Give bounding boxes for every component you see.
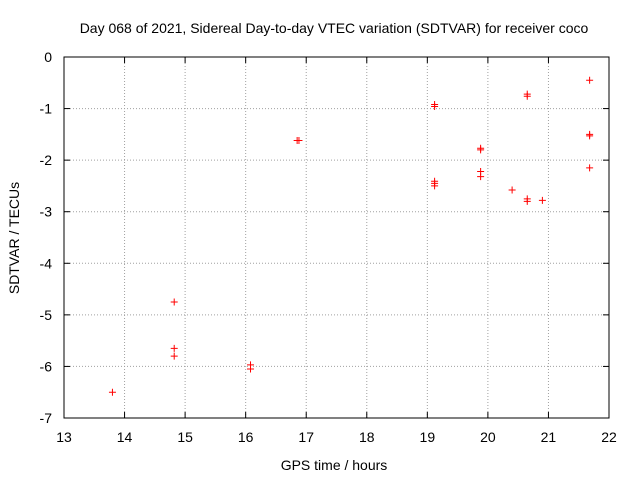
data-point	[586, 76, 594, 84]
y-tick-label: -3	[40, 204, 53, 220]
data-point	[108, 388, 116, 396]
data-points	[108, 76, 594, 396]
data-point	[508, 186, 516, 194]
y-tick-label: -5	[40, 307, 53, 323]
x-tick-label: 21	[541, 429, 557, 445]
y-tick-label: -4	[40, 255, 53, 271]
data-point	[247, 365, 255, 373]
y-tick-label: -2	[40, 152, 53, 168]
data-point	[170, 352, 178, 360]
data-point	[295, 137, 303, 145]
x-tick-label: 13	[56, 429, 72, 445]
data-point	[538, 196, 546, 204]
y-tick-label: -6	[40, 358, 53, 374]
chart-title: Day 068 of 2021, Sidereal Day-to-day VTE…	[80, 20, 589, 36]
data-point	[477, 173, 485, 181]
grid-lines	[64, 57, 609, 418]
data-point	[170, 298, 178, 306]
data-point	[523, 92, 531, 100]
x-tick-label: 15	[177, 429, 193, 445]
x-tick-label: 22	[601, 429, 617, 445]
data-point	[431, 182, 439, 190]
x-tick-label: 19	[420, 429, 436, 445]
data-point	[431, 103, 439, 111]
x-tick-label: 16	[238, 429, 254, 445]
plot-border	[63, 56, 610, 419]
data-point	[586, 164, 594, 172]
x-axis-label: GPS time / hours	[281, 457, 388, 473]
x-tick-label: 20	[480, 429, 496, 445]
y-axis-label: SDTVAR / TECUs	[6, 182, 22, 294]
data-point	[477, 146, 485, 154]
y-tick-label: -7	[40, 410, 53, 426]
axis-ticks: 13 14 15 16 17 18 19 20 21 22 0 -1 -2 -3 -4 -5 -6 -7	[40, 49, 617, 445]
x-tick-label: 14	[117, 429, 133, 445]
x-tick-label: 18	[359, 429, 375, 445]
data-point	[586, 132, 594, 140]
data-point	[523, 197, 531, 205]
y-tick-label: -1	[40, 101, 53, 117]
x-tick-label: 17	[298, 429, 314, 445]
data-point	[170, 344, 178, 352]
y-tick-label: 0	[44, 49, 52, 65]
